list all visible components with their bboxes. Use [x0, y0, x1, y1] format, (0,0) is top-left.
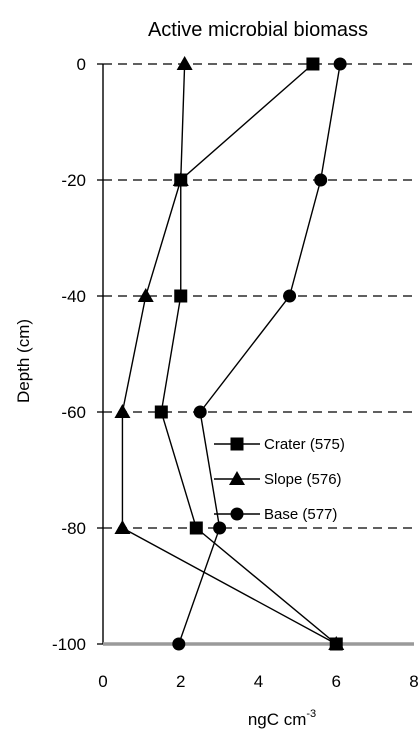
y-tick-label-1: -20 — [61, 171, 86, 190]
legend-marker-0 — [230, 437, 244, 451]
point-1-4 — [114, 520, 131, 534]
point-2-2 — [283, 289, 297, 303]
point-2-3 — [193, 405, 207, 419]
legend-marker-1 — [229, 471, 245, 485]
y-axis-label: Depth (cm) — [14, 319, 33, 403]
series-0 — [154, 57, 343, 651]
series-line-2 — [178, 63, 341, 645]
legend-label-2: Base (577) — [264, 506, 337, 523]
y-tick-labels: 0 -20 -40 -60 -80 -100 — [52, 55, 86, 654]
point-2-0 — [333, 57, 347, 71]
point-1-3 — [114, 404, 131, 418]
x-tick-label-4: 8 — [409, 672, 418, 691]
x-tick-label-0: 0 — [98, 672, 107, 691]
x-tick-label-3: 6 — [332, 672, 341, 691]
point-1-2 — [137, 288, 154, 302]
point-1-0 — [176, 56, 193, 70]
x-tick-label-1: 2 — [176, 672, 185, 691]
series-line-1 — [121, 63, 337, 645]
series-2 — [172, 57, 347, 651]
y-tick-label-4: -80 — [61, 519, 86, 538]
point-2-4 — [213, 521, 227, 535]
point-2-1 — [314, 173, 328, 187]
y-tick-label-5: -100 — [52, 635, 86, 654]
series-1 — [114, 56, 345, 650]
point-1-1 — [172, 172, 189, 186]
x-axis-label: ngC cm-3 — [248, 708, 316, 729]
x-axis-label-superscript: -3 — [306, 708, 316, 720]
legend-label-0: Crater (575) — [264, 436, 345, 453]
series-layer — [114, 56, 347, 651]
y-tick-label-2: -40 — [61, 287, 86, 306]
point-0-3 — [154, 405, 168, 419]
axes — [97, 63, 414, 646]
point-0-0 — [306, 57, 320, 71]
y-tick-label-3: -60 — [61, 403, 86, 422]
point-0-4 — [189, 521, 203, 535]
legend-label-1: Slope (576) — [264, 471, 342, 488]
x-tick-label-2: 4 — [254, 672, 263, 691]
x-axis-label-main: ngC cm — [248, 710, 307, 729]
y-tick-label-0: 0 — [77, 55, 86, 74]
point-2-5 — [172, 637, 186, 651]
legend: Crater (575) Slope (576) Base (577) — [214, 436, 345, 523]
chart-title: Active microbial biomass — [148, 19, 368, 41]
series-line-0 — [160, 63, 337, 645]
x-tick-labels: 0 2 4 6 8 — [98, 672, 418, 691]
point-1-5 — [328, 636, 345, 650]
point-0-2 — [174, 289, 188, 303]
legend-marker-2 — [230, 507, 244, 521]
